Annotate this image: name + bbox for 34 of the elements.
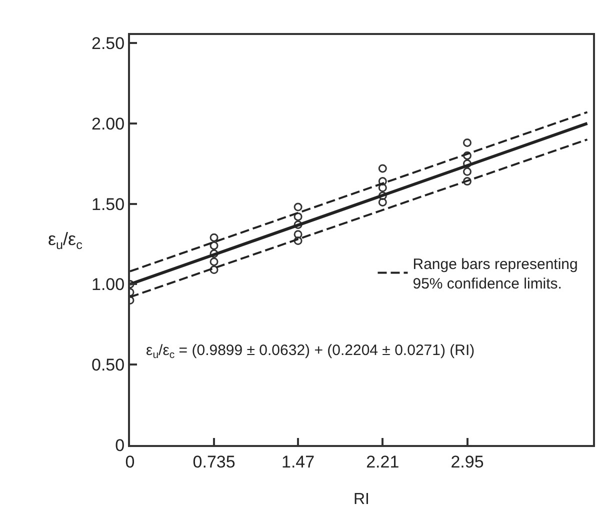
point xyxy=(210,241,218,250)
y-tick-label: 0 xyxy=(115,436,125,455)
y-tick-label: 2.00 xyxy=(92,114,125,134)
point xyxy=(294,202,302,212)
point xyxy=(378,184,387,192)
x-axis-title: RI xyxy=(354,491,370,508)
y-tick-label: 0.50 xyxy=(92,356,125,375)
point xyxy=(378,198,387,206)
point xyxy=(463,159,472,168)
point xyxy=(210,257,218,266)
point xyxy=(294,236,302,246)
point xyxy=(294,212,302,221)
y-tick-label: 1.50 xyxy=(92,194,125,214)
legend-label: Range bars representing 95% confidence limits. xyxy=(412,256,578,292)
y-tick-label: 2.50 xyxy=(92,34,125,53)
point xyxy=(463,138,472,147)
point xyxy=(378,192,387,200)
point xyxy=(463,167,472,176)
x-tick-label: 1.47 xyxy=(282,452,315,472)
x-tick-label: 0.735 xyxy=(192,452,236,472)
point xyxy=(210,266,218,274)
y-axis-title: ε$_{u}$/ε$_{c}$ xyxy=(48,229,82,252)
y-tick-label: 1.00 xyxy=(92,275,125,294)
point xyxy=(463,151,472,160)
point xyxy=(378,177,387,186)
point xyxy=(210,249,218,258)
point xyxy=(294,230,302,239)
point xyxy=(210,233,218,242)
point xyxy=(463,177,472,186)
x-tick-label: 2.95 xyxy=(450,452,484,472)
x-tick-label: 2.21 xyxy=(366,452,400,472)
annotation: ε$_{u}$/ε$_{c}$ = (0.9899 ± 0.0632) + (0.2204 ± 0.0271) (RI) xyxy=(146,342,475,362)
point xyxy=(378,164,387,173)
point xyxy=(294,220,302,229)
